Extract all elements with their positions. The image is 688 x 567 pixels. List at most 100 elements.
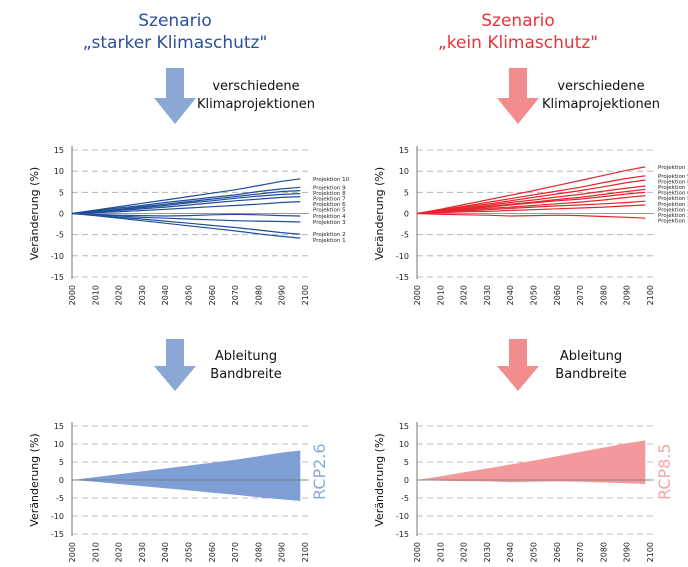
b85-x-tick-label: 2090 bbox=[623, 542, 632, 562]
b26-x-tick-label: 2000 bbox=[68, 542, 77, 562]
b85-rcp-label: RCP8.5 bbox=[655, 443, 674, 500]
p26-series-label: Projektion 9 bbox=[313, 185, 346, 191]
p85-x-tick-label: 2060 bbox=[553, 285, 562, 305]
p26-x-tick-label: 2030 bbox=[138, 285, 147, 305]
p26-x-tick-label: 2000 bbox=[68, 285, 77, 305]
p26-y-tick-label: -15 bbox=[51, 273, 64, 282]
b85-y-tick-label: 10 bbox=[399, 440, 409, 449]
p85-x-tick-label: 2020 bbox=[460, 285, 469, 305]
b26-x-tick-label: 2090 bbox=[278, 542, 287, 562]
p26-x-tick-label: 2080 bbox=[254, 285, 263, 305]
b85-y-tick-label: 0 bbox=[404, 476, 409, 485]
b26-y-tick-label: -10 bbox=[51, 512, 64, 521]
p85-series-line bbox=[416, 191, 646, 215]
left-arrow2-line1: Ableitung bbox=[214, 349, 278, 364]
p26-series-label: Projektion 6 bbox=[313, 202, 346, 208]
p26-series-label: Projektion 2 bbox=[313, 232, 346, 238]
p26-series-label: Projektion 3 bbox=[313, 220, 346, 226]
right-scenario-title: Szenario „kein Klimaschutz" bbox=[388, 10, 648, 54]
p85-series-label: Projektion 3 bbox=[658, 202, 688, 208]
p26-series-line bbox=[71, 201, 301, 215]
p26-y-axis-label: Veränderung (%) bbox=[28, 167, 41, 260]
b26-x-tick-label: 2050 bbox=[185, 542, 194, 562]
p85-series-label: Projektion 1 bbox=[658, 165, 688, 171]
b26-band-area bbox=[72, 450, 301, 501]
p85-x-tick-label: 2080 bbox=[599, 285, 608, 305]
right-arrow1-line1: verschiedene bbox=[557, 79, 645, 94]
p26-series-line bbox=[71, 190, 301, 215]
p85-x-tick-label: 2000 bbox=[413, 285, 422, 305]
b26-y-tick-label: 10 bbox=[54, 440, 64, 449]
p26-series-line bbox=[71, 212, 301, 223]
p26-series-line bbox=[71, 212, 301, 217]
p26-x-tick-label: 2040 bbox=[161, 285, 170, 305]
p26-x-tick-label: 2010 bbox=[91, 285, 100, 305]
b26-y-tick-label: 5 bbox=[59, 458, 64, 467]
b26-y-tick-label: -15 bbox=[51, 530, 64, 539]
b85-x-tick-label: 2060 bbox=[553, 542, 562, 562]
p85-y-tick-label: 15 bbox=[399, 146, 409, 155]
p85-series-label: Projektion 1 bbox=[658, 219, 688, 225]
p85-series-line bbox=[416, 204, 646, 215]
p85-x-tick-label: 2040 bbox=[506, 285, 515, 305]
b85-x-tick-label: 2030 bbox=[483, 542, 492, 562]
p26-x-tick-label: 2090 bbox=[278, 285, 287, 305]
b26-x-tick-label: 2060 bbox=[208, 542, 217, 562]
p85-x-tick-label: 2030 bbox=[483, 285, 492, 305]
p26-y-tick-label: -10 bbox=[51, 252, 64, 261]
left-arrow1-line1: verschiedene bbox=[212, 79, 300, 94]
p26-series-label: Projektion 10 bbox=[313, 177, 350, 183]
p26-x-tick-label: 2070 bbox=[231, 285, 240, 305]
b85-y-tick-label: -5 bbox=[401, 494, 409, 503]
b26-x-tick-label: 2040 bbox=[161, 542, 170, 562]
p85-y-tick-label: -15 bbox=[396, 273, 409, 282]
b26-y-tick-label: 0 bbox=[59, 476, 64, 485]
p85-series-label: Projektion 9 bbox=[658, 174, 688, 180]
right-arrow2-label: Ableitung Bandbreite bbox=[521, 348, 661, 384]
p85-series-line bbox=[416, 212, 646, 219]
p85-y-tick-label: -5 bbox=[401, 231, 409, 240]
b85-y-axis-label: Veränderung (%) bbox=[373, 433, 386, 526]
left-title-line1: Szenario bbox=[138, 11, 212, 31]
p85-series-label: Projektion 2 bbox=[658, 213, 688, 219]
p85-x-tick-label: 2070 bbox=[576, 285, 585, 305]
p85-series-label: Projektion 6 bbox=[658, 191, 688, 197]
right-arrow1-label: verschiedene Klimaprojektionen bbox=[531, 78, 671, 114]
b26-y-axis-label: Veränderung (%) bbox=[28, 433, 41, 526]
right-arrow2-line2: Bandbreite bbox=[555, 367, 627, 382]
p26-series-line bbox=[71, 186, 301, 215]
b85-x-tick-label: 2040 bbox=[506, 542, 515, 562]
p26-x-tick-label: 2060 bbox=[208, 285, 217, 305]
p85-series-label: Projektion 4 bbox=[658, 207, 688, 213]
b85-x-tick-label: 2050 bbox=[530, 542, 539, 562]
p85-series-label: Projektion 8 bbox=[658, 179, 688, 185]
left-title-line2: „starker Klimaschutz" bbox=[82, 33, 268, 53]
b26-x-tick-label: 2010 bbox=[91, 542, 100, 562]
p26-series-label: Projektion 5 bbox=[313, 208, 346, 214]
b85-x-tick-label: 2020 bbox=[460, 542, 469, 562]
p85-y-tick-label: 0 bbox=[404, 210, 409, 219]
p85-x-tick-label: 2010 bbox=[436, 285, 445, 305]
left-arrow-2-icon bbox=[154, 339, 196, 391]
p85-series-label: Projektion 7 bbox=[658, 185, 688, 191]
right-title-line2: „kein Klimaschutz" bbox=[437, 33, 599, 53]
p26-x-tick-label: 2020 bbox=[115, 285, 124, 305]
b85-x-tick-label: 2010 bbox=[436, 542, 445, 562]
left-arrow1-label: verschiedene Klimaprojektionen bbox=[186, 78, 326, 114]
b26-x-tick-label: 2100 bbox=[301, 542, 310, 562]
p26-y-tick-label: -5 bbox=[56, 231, 64, 240]
b85-x-tick-label: 2100 bbox=[646, 542, 655, 562]
p85-series-line bbox=[416, 175, 646, 215]
right-arrow1-line2: Klimaprojektionen bbox=[542, 97, 660, 112]
p26-y-tick-label: 10 bbox=[54, 167, 64, 176]
p26-series-label: Projektion 7 bbox=[313, 196, 346, 202]
b26-x-tick-label: 2070 bbox=[231, 542, 240, 562]
p26-series-line bbox=[71, 212, 301, 235]
p85-y-tick-label: 5 bbox=[404, 188, 409, 197]
p26-series-label: Projektion 8 bbox=[313, 191, 346, 197]
b26-x-tick-label: 2020 bbox=[115, 542, 124, 562]
p26-series-label: Projektion 4 bbox=[313, 214, 346, 220]
p26-x-tick-label: 2100 bbox=[301, 285, 310, 305]
p85-y-tick-label: -10 bbox=[396, 252, 409, 261]
b26-y-tick-label: -5 bbox=[56, 494, 64, 503]
